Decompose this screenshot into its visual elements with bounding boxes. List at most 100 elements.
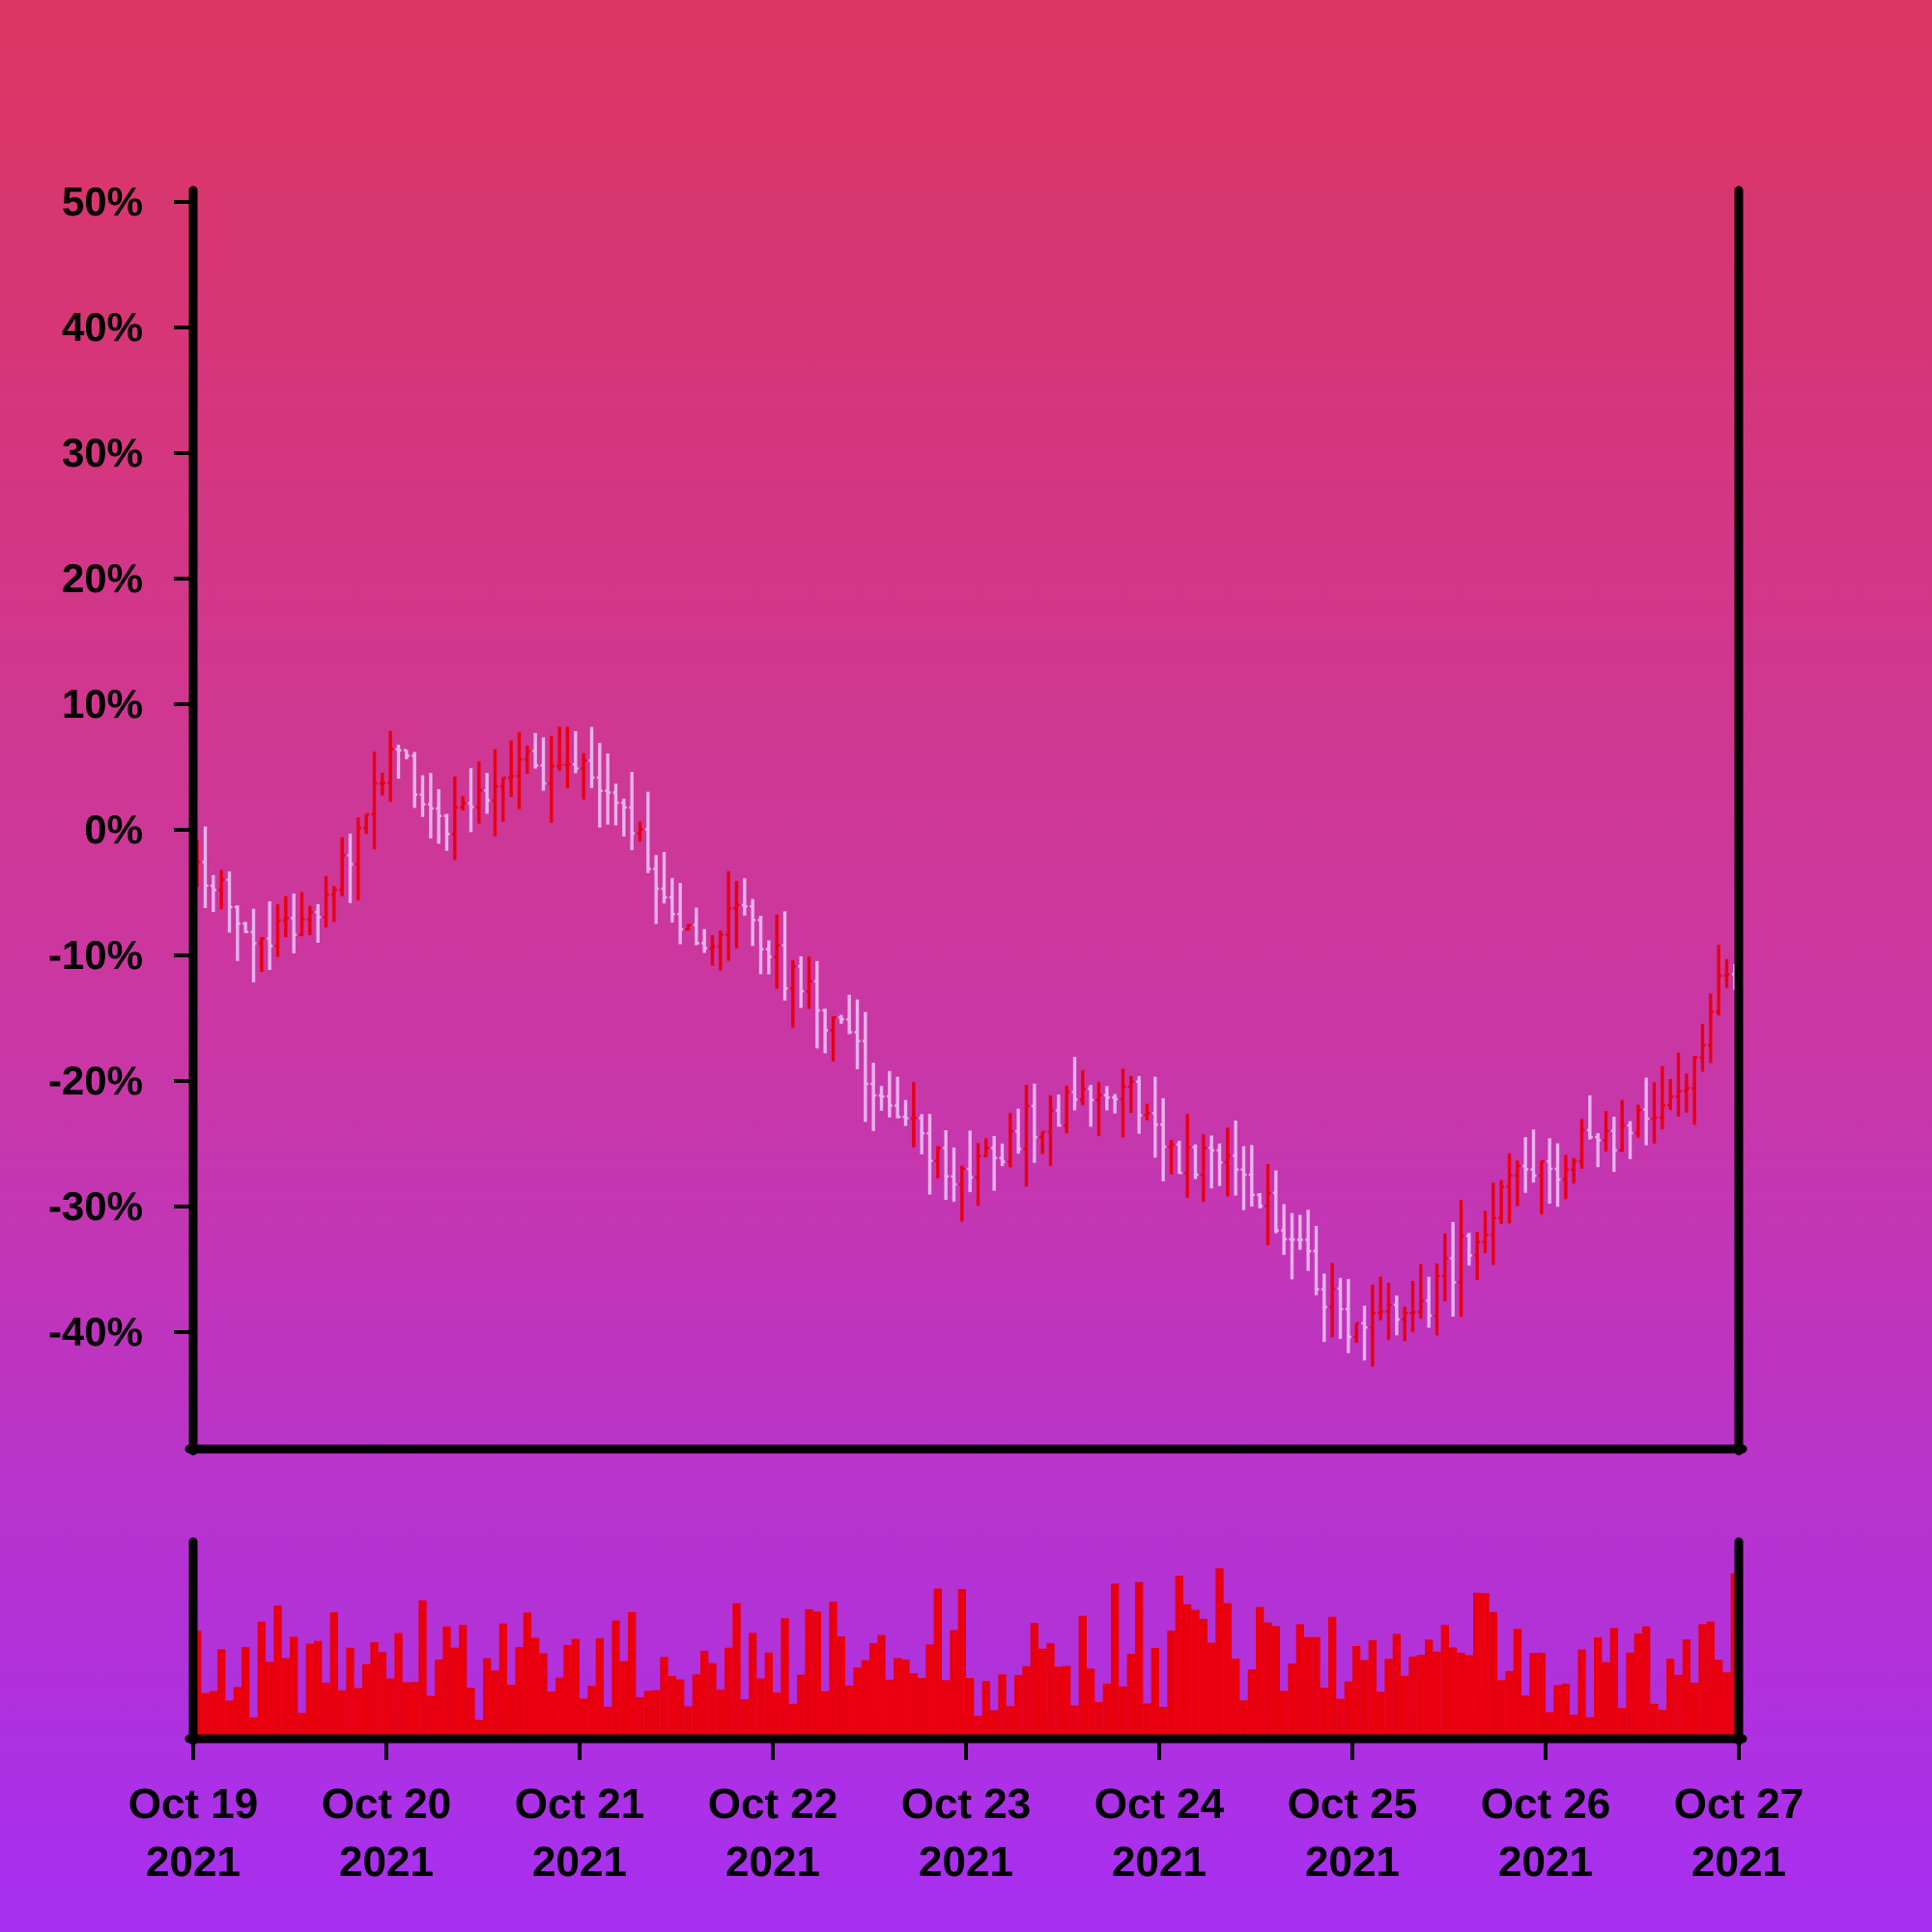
ohlc-bar xyxy=(1634,1104,1641,1138)
volume-bar xyxy=(571,1638,580,1736)
ohlc-bar xyxy=(1723,958,1730,989)
ohlc-bar xyxy=(958,1165,965,1222)
volume-bar xyxy=(1295,1624,1304,1736)
volume-bar xyxy=(1521,1695,1530,1736)
ohlc-bar xyxy=(1240,1146,1247,1210)
volume-bar xyxy=(894,1658,902,1736)
volume-bar xyxy=(861,1660,869,1736)
ohlc-bar xyxy=(693,907,699,946)
volume-bar xyxy=(1401,1675,1409,1736)
volume-bar xyxy=(756,1678,765,1736)
volume-bar xyxy=(1449,1647,1458,1736)
ohlc-bar xyxy=(870,1063,877,1131)
volume-bar xyxy=(1505,1670,1514,1736)
x-ticks: Oct 19 2021 Oct 20 2021 Oct 21 2021 Oct 22 2021… xyxy=(128,1739,1804,1886)
ohlc-bar xyxy=(1321,1273,1327,1343)
volume-bar xyxy=(394,1633,403,1736)
ohlc-bar xyxy=(298,892,305,937)
volume-bar xyxy=(619,1661,628,1736)
ohlc-bar xyxy=(612,783,619,826)
volume-bar xyxy=(467,1688,475,1736)
ohlc-bar xyxy=(982,1138,989,1158)
volume-bar xyxy=(869,1642,878,1736)
ohlc-bar xyxy=(830,1016,837,1062)
ohlc-bar xyxy=(1514,1160,1520,1207)
ohlc-bar xyxy=(741,878,748,916)
ohlc-bar xyxy=(813,960,820,1049)
volume-bar xyxy=(981,1681,990,1736)
volume-bar xyxy=(580,1698,588,1736)
volume-bar xyxy=(491,1670,499,1736)
volume-bar xyxy=(322,1683,330,1736)
ohlc-bar xyxy=(1345,1279,1351,1353)
ohlc-bar xyxy=(1675,1052,1682,1117)
volume-bar xyxy=(1280,1690,1289,1736)
volume-bar xyxy=(1087,1668,1095,1736)
volume-bar xyxy=(877,1634,886,1736)
volume-bar xyxy=(611,1620,620,1736)
x-tick-label-date: Oct 21 xyxy=(515,1780,645,1828)
volume-bar xyxy=(338,1690,347,1736)
ohlc-bar xyxy=(1233,1120,1239,1196)
ohlc-bar xyxy=(1296,1214,1303,1250)
volume-bar xyxy=(1288,1663,1296,1736)
ohlc-bar xyxy=(1490,1182,1496,1265)
volume-bar xyxy=(1609,1628,1618,1736)
ohlc-bar xyxy=(1023,1085,1030,1187)
ohlc-bar xyxy=(967,1130,974,1193)
x-tick-label-year: 2021 xyxy=(1691,1838,1786,1886)
volume-bar xyxy=(266,1662,274,1736)
volume-bar xyxy=(1199,1618,1208,1736)
volume-bar xyxy=(378,1652,386,1736)
ohlc-bar xyxy=(1176,1140,1182,1175)
ohlc-bar xyxy=(620,798,627,837)
ohlc-bar xyxy=(1547,1138,1553,1205)
ohlc-bar xyxy=(1224,1127,1231,1197)
ohlc-bar xyxy=(524,745,530,775)
volume-bar xyxy=(305,1643,314,1736)
volume-bar xyxy=(925,1644,934,1736)
volume-bar xyxy=(1457,1652,1465,1736)
volume-bar xyxy=(563,1644,572,1736)
volume-bar xyxy=(628,1611,637,1736)
volume-bar xyxy=(724,1647,733,1736)
ohlc-bar xyxy=(1329,1263,1336,1338)
y-tick-label: 40% xyxy=(62,304,143,350)
x-tick-label-date: Oct 24 xyxy=(1094,1780,1225,1828)
ohlc-bar xyxy=(1385,1282,1392,1341)
ohlc-bar xyxy=(572,730,579,774)
ohlc-bar xyxy=(951,1147,957,1203)
volume-bar xyxy=(749,1633,757,1736)
ohlc-bar xyxy=(1112,1094,1119,1114)
ohlc-bar xyxy=(1289,1212,1295,1280)
ohlc-bar xyxy=(556,726,563,771)
volume-bar xyxy=(1215,1568,1224,1736)
ohlc-bar xyxy=(806,956,812,1009)
volume-bar xyxy=(1119,1686,1127,1736)
ohlc-bar xyxy=(1627,1121,1634,1159)
ohlc-bar xyxy=(1184,1113,1191,1198)
volume-bar xyxy=(1722,1672,1731,1736)
ohlc-bar xyxy=(733,881,740,949)
volume-bar xyxy=(652,1690,661,1736)
volume-bar xyxy=(418,1600,427,1736)
volume-bar xyxy=(273,1605,282,1736)
volume-bar xyxy=(249,1717,258,1736)
volume-bar xyxy=(402,1682,411,1736)
volume-bar xyxy=(1618,1708,1627,1736)
volume-bar xyxy=(1143,1703,1151,1736)
volume-bar xyxy=(1384,1659,1393,1736)
volume-bar xyxy=(1183,1604,1192,1736)
ohlc-bar xyxy=(516,731,523,810)
volume-bar xyxy=(797,1674,806,1736)
volume-bar xyxy=(1602,1662,1610,1736)
ohlc-bar xyxy=(210,874,216,913)
y-tick-label: -20% xyxy=(48,1058,143,1103)
ohlc-bar xyxy=(218,869,225,910)
volume-bar xyxy=(676,1679,685,1736)
ohlc-bar xyxy=(1474,1232,1481,1280)
volume-bar xyxy=(1006,1706,1014,1736)
volume-bar xyxy=(1497,1680,1506,1736)
ohlc-bar xyxy=(499,776,506,822)
x-tick-label-date: Oct 23 xyxy=(901,1780,1032,1828)
